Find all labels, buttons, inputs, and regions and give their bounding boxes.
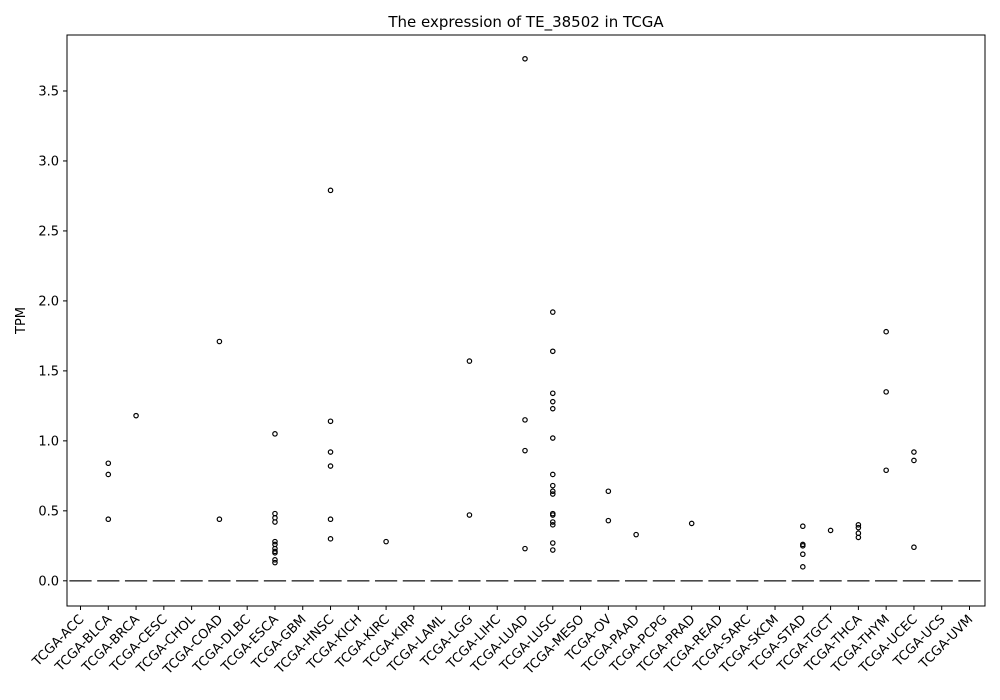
outlier-point	[883, 467, 889, 474]
outlier-point	[466, 512, 473, 518]
outlier-point	[549, 547, 556, 553]
outlier-point	[522, 417, 528, 423]
outlier-point	[549, 435, 556, 441]
outlier-point	[883, 328, 889, 335]
outlier-point	[522, 545, 528, 552]
outlier-point	[800, 523, 806, 530]
outlier-point	[549, 348, 556, 355]
outlier-point	[549, 540, 556, 546]
outlier-point	[133, 412, 139, 419]
outlier-point	[688, 520, 695, 527]
y-tick-label: 0.0	[38, 574, 59, 589]
outlier-point	[800, 564, 806, 570]
outlier-point	[827, 527, 834, 534]
plot-area-frame	[66, 34, 986, 607]
outlier-point	[800, 543, 806, 549]
outlier-point	[549, 390, 556, 397]
y-tick-label: 1.5	[38, 364, 59, 379]
outlier-point	[327, 536, 334, 542]
y-tick-label: 0.5	[38, 504, 59, 519]
outlier-point	[272, 557, 278, 563]
y-tick-label: 1.0	[38, 434, 59, 449]
outlier-point	[911, 457, 917, 464]
outlier-point	[855, 534, 862, 541]
outlier-point	[522, 447, 528, 454]
outlier-point	[272, 550, 278, 556]
outlier-point	[327, 418, 334, 425]
outlier-point	[549, 309, 556, 315]
outlier-point	[272, 431, 278, 437]
outlier-point	[105, 471, 112, 478]
outlier-point	[911, 449, 917, 455]
outlier-point	[633, 531, 639, 538]
outlier-point	[327, 463, 334, 469]
outlier-point	[549, 405, 556, 412]
outlier-point	[549, 471, 556, 478]
outlier-point	[855, 524, 862, 531]
chart-title: The expression of TE_38502 in TCGA	[387, 13, 664, 32]
outlier-point	[383, 538, 389, 545]
outlier-point	[605, 517, 612, 524]
outlier-point	[272, 519, 278, 525]
outlier-point	[327, 449, 334, 455]
y-axis-title: TPM	[14, 307, 29, 335]
outlier-point	[549, 522, 556, 528]
outlier-point	[605, 488, 612, 495]
outlier-point	[911, 544, 917, 551]
outlier-point	[549, 488, 556, 495]
outlier-point	[327, 187, 334, 194]
y-tick-label: 2.5	[38, 224, 59, 239]
outlier-point	[522, 55, 528, 62]
y-axis: 0.0 0.5 1.0 1.5 2.0 2.5 3.0 3.5	[38, 84, 67, 589]
outlier-point	[549, 398, 556, 405]
outlier-point	[800, 551, 806, 558]
outlier-point	[466, 358, 473, 364]
outlier-point	[883, 389, 889, 395]
outlier-point	[549, 512, 556, 518]
outlier-point	[549, 491, 556, 497]
y-tick-label: 2.0	[38, 294, 59, 309]
outlier-point	[216, 516, 223, 523]
outlier-point	[549, 482, 556, 489]
outlier-series	[105, 55, 917, 570]
outlier-point	[272, 538, 278, 545]
y-tick-label: 3.0	[38, 154, 59, 169]
outlier-point	[549, 519, 556, 525]
outlier-point	[105, 516, 112, 523]
y-tick-label: 3.5	[38, 84, 59, 99]
outlier-point	[272, 559, 278, 566]
outlier-point	[855, 522, 862, 528]
outlier-point	[216, 338, 223, 345]
outlier-point	[105, 460, 112, 467]
outlier-point	[327, 516, 334, 523]
